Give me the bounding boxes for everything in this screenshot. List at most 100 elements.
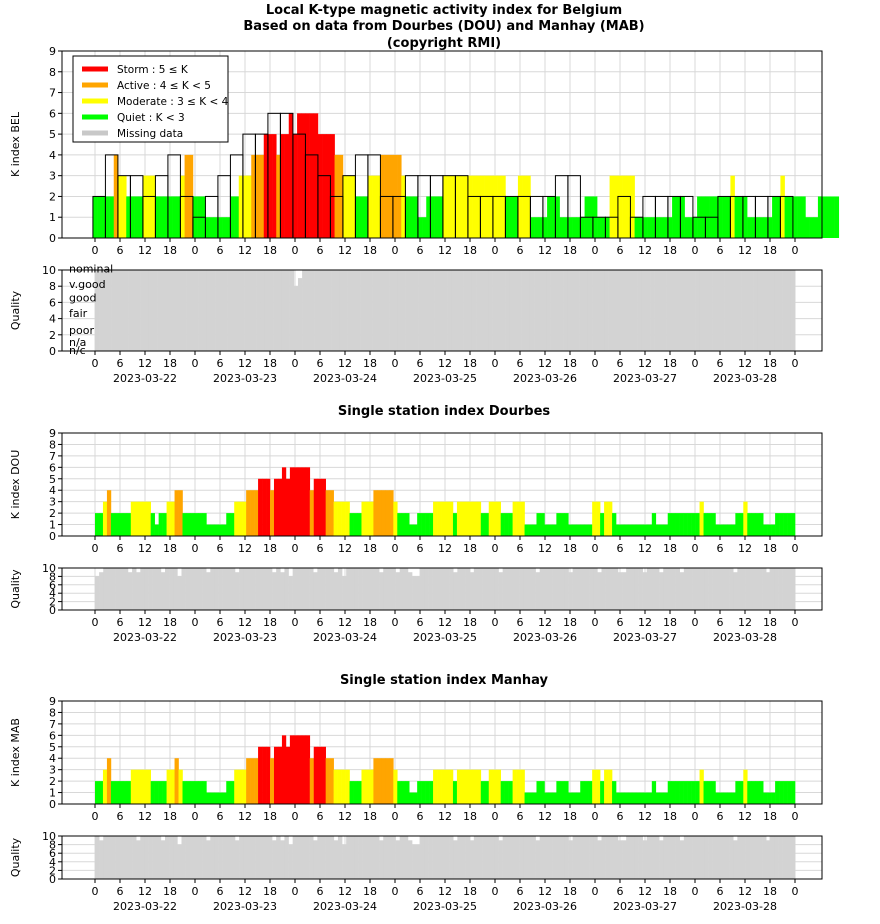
dou-q-quality-bar — [494, 568, 499, 610]
dou-k-bar — [114, 513, 120, 536]
bel-q-quality-bar — [753, 270, 759, 351]
bel-hourly-bar — [151, 175, 156, 238]
bel-q-quality-level-label: good — [69, 292, 96, 305]
bel-xtick-label: 18 — [463, 244, 477, 257]
dou-k-bar — [429, 513, 434, 536]
bel-q-xtick-label: 12 — [738, 357, 752, 370]
bel-q-quality-bar — [770, 270, 775, 351]
mab-q-quality-bar — [473, 836, 479, 879]
dou-k-bar — [95, 513, 100, 536]
dou-q-quality-bar — [786, 568, 792, 610]
dou-xtick-label: 0 — [592, 542, 599, 555]
dou-q-quality-bar — [539, 568, 545, 610]
mab-q-quality-bar — [358, 836, 363, 879]
bel-q-quality-bar — [384, 270, 390, 351]
dou-q-xtick-label: 18 — [163, 616, 177, 629]
dou-q-quality-bar — [461, 568, 466, 610]
bel-hourly-bar — [476, 175, 481, 238]
bel-q-date-label: 2023-03-27 — [613, 372, 677, 385]
bel-q-quality-bar — [596, 270, 601, 351]
bel-hourly-bar — [651, 217, 656, 238]
dou-q-quality-bar — [445, 568, 450, 610]
mab-q-quality-bar — [782, 836, 788, 879]
mab-q-quality-bar — [638, 836, 643, 879]
mab-q-quality-bar — [202, 836, 207, 879]
bel-hourly-bar — [792, 196, 798, 238]
bel-ytick-label: 7 — [49, 87, 56, 100]
dou-q-date-label: 2023-03-24 — [313, 631, 377, 644]
mab-q-quality-bar — [424, 836, 429, 879]
dou-k-bar — [679, 513, 684, 536]
dou-q-quality-bar — [263, 568, 269, 610]
dou-k-bar — [182, 513, 187, 536]
bel-hourly-bar — [680, 196, 685, 238]
dou-q-quality-bar — [321, 568, 326, 610]
bel-q-quality-bar — [289, 270, 295, 351]
dou-q-quality-bar — [552, 568, 557, 610]
mab-q-quality-bar — [333, 840, 339, 879]
mab-q-quality-bar — [136, 840, 141, 879]
bel-q-quality-bar — [666, 270, 672, 351]
mab-q-quality-bar — [379, 840, 384, 879]
mab-k-bar — [445, 769, 450, 804]
mab-q-xtick-label: 0 — [692, 885, 699, 898]
bel-q-quality-bar — [550, 270, 556, 351]
dou-q-quality-bar — [403, 568, 409, 610]
dou-q-quality-bar — [313, 572, 318, 610]
bel-q-quality-bar — [447, 270, 452, 351]
bel-q-ytick-label: 10 — [42, 264, 56, 277]
mab-xtick-label: 0 — [292, 810, 299, 823]
bel-q-quality-bar — [380, 270, 386, 351]
dou-q-quality-bar — [358, 568, 363, 610]
mab-q-quality-bar — [354, 836, 359, 879]
mab-xtick-label: 18 — [663, 810, 677, 823]
mab-q-quality-bar — [650, 836, 656, 879]
mab-q-quality-bar — [391, 836, 396, 879]
dou-q-quality-bar — [222, 568, 228, 610]
bel-q-quality-level-label: v.good — [69, 278, 106, 291]
mab-k-bar — [576, 792, 581, 804]
bel-q-quality-bar — [691, 270, 696, 351]
dou-k-bar — [651, 513, 657, 536]
dou-k-bar — [528, 524, 533, 536]
dou-ytick-label: 0 — [49, 530, 56, 543]
dou-q-quality-bar — [589, 568, 594, 610]
bel-xtick-label: 0 — [92, 244, 99, 257]
mab-q-quality-bar — [115, 836, 121, 879]
bel-q-quality-bar — [136, 270, 141, 351]
bel-hourly-bar — [484, 175, 490, 238]
bel-q-quality-bar — [641, 270, 647, 351]
bel-hourly-bar — [788, 196, 794, 238]
dou-ytick-label: 8 — [49, 438, 56, 451]
dou-k-bar — [373, 490, 378, 536]
dou-q-quality-bar — [156, 568, 162, 610]
dou-k-bar — [234, 501, 239, 536]
bel-q-quality-bar — [331, 270, 336, 351]
bel-q-quality-bar — [194, 270, 199, 351]
mab-q-quality-bar — [165, 836, 170, 879]
dou-xtick-label: 12 — [338, 542, 352, 555]
dou-k-bar — [504, 513, 509, 536]
bel-q-quality-bar — [480, 270, 485, 351]
bel-xtick-label: 12 — [738, 244, 752, 257]
bel-hourly-bar — [317, 134, 323, 238]
bel-q-xtick-label: 6 — [517, 357, 524, 370]
mab-k-bar — [325, 758, 330, 804]
mab-q-quality-bar — [152, 836, 158, 879]
bel-q-quality-bar — [579, 270, 585, 351]
bel-hourly-bar — [276, 154, 281, 238]
dou-k-bar — [576, 524, 581, 536]
dou-k-bar — [667, 513, 673, 536]
bel-q-quality-bar — [587, 270, 593, 351]
mab-q-quality-bar — [296, 836, 302, 879]
dou-k-bar — [647, 524, 653, 536]
mab-q-ytick-label: 0 — [49, 873, 56, 886]
bel-hourly-bar — [759, 217, 765, 238]
dou-q-quality-bar — [543, 568, 549, 610]
bel-hourly-bar — [263, 134, 269, 238]
bel-hourly-bar — [417, 217, 423, 238]
mab-q-quality-bar — [527, 836, 532, 879]
bel-hourly-bar — [101, 196, 106, 238]
bel-q-xtick-label: 6 — [717, 357, 724, 370]
mab-k-bar — [460, 769, 466, 804]
